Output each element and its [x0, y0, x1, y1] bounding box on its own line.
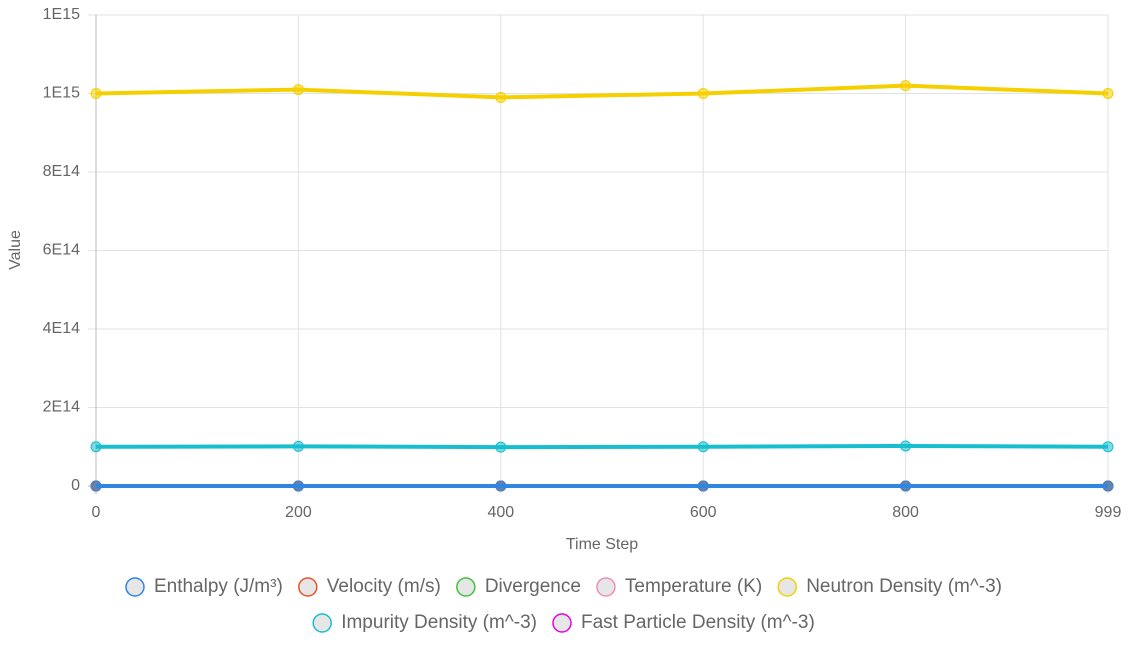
x-tick-label: 200: [285, 504, 312, 521]
data-point: [697, 88, 709, 99]
legend-item: Temperature (K): [596, 576, 762, 597]
legend-label: Temperature (K): [625, 576, 762, 597]
x-tick-label: 999: [1095, 504, 1122, 521]
y-tick-label: 1E15: [43, 6, 80, 23]
data-point: [495, 480, 507, 492]
legend-item: Impurity Density (m^-3): [312, 612, 537, 633]
data-point: [292, 84, 304, 96]
legend-swatch: [456, 577, 476, 597]
data-point: [1102, 480, 1114, 492]
data-point: [697, 480, 709, 492]
x-tick-label: 600: [690, 504, 717, 521]
legend-item: Neutron Density (m^-3): [777, 576, 1002, 597]
legend-label: Neutron Density (m^-3): [806, 576, 1002, 597]
data-point: [900, 440, 912, 452]
y-tick-label: 8E14: [43, 163, 80, 180]
legend-label: Divergence: [485, 576, 581, 597]
data-point: [495, 441, 507, 453]
legend-label: Enthalpy (J/m³): [154, 576, 283, 597]
y-tick-label: 0: [71, 477, 80, 494]
legend: Enthalpy (J/m³) Velocity (m/s) Divergence T…: [125, 576, 1002, 633]
legend-swatch: [298, 577, 318, 597]
series-line: [95, 443, 1109, 450]
legend-item: Fast Particle Density (m^-3): [552, 612, 815, 633]
data-point: [90, 88, 102, 99]
legend-label: Fast Particle Density (m^-3): [581, 612, 815, 633]
y-axis-label: Value: [7, 230, 24, 270]
data-point: [900, 480, 912, 492]
y-tick-label: 2E14: [43, 399, 80, 416]
data-point: [697, 441, 709, 453]
x-tick-label: 0: [92, 504, 101, 521]
data-point: [292, 480, 304, 492]
data-point: [1102, 88, 1114, 99]
legend-item: Divergence: [456, 576, 581, 597]
legend-label: Impurity Density (m^-3): [341, 612, 537, 633]
data-point: [90, 480, 102, 492]
legend-swatch: [312, 613, 332, 633]
data-point: [292, 440, 304, 452]
data-point: [900, 80, 912, 92]
data-point: [495, 91, 507, 103]
legend-item: Enthalpy (J/m³): [125, 576, 283, 597]
data-point: [90, 441, 102, 453]
series-line: [95, 83, 1109, 100]
legend-swatch: [596, 577, 616, 597]
y-tick-label: 4E14: [43, 320, 80, 337]
legend-swatch: [552, 613, 572, 633]
x-tick-label: 400: [487, 504, 514, 521]
legend-label: Velocity (m/s): [327, 576, 441, 597]
legend-swatch: [777, 577, 797, 597]
y-tick-label: 6E14: [43, 242, 80, 259]
legend-swatch: [125, 577, 145, 597]
y-tick-label: 1E15: [43, 85, 80, 102]
x-tick-label: 800: [892, 504, 919, 521]
x-axis-label: Time Step: [566, 536, 638, 553]
legend-item: Velocity (m/s): [298, 576, 441, 597]
data-point: [1102, 441, 1114, 453]
